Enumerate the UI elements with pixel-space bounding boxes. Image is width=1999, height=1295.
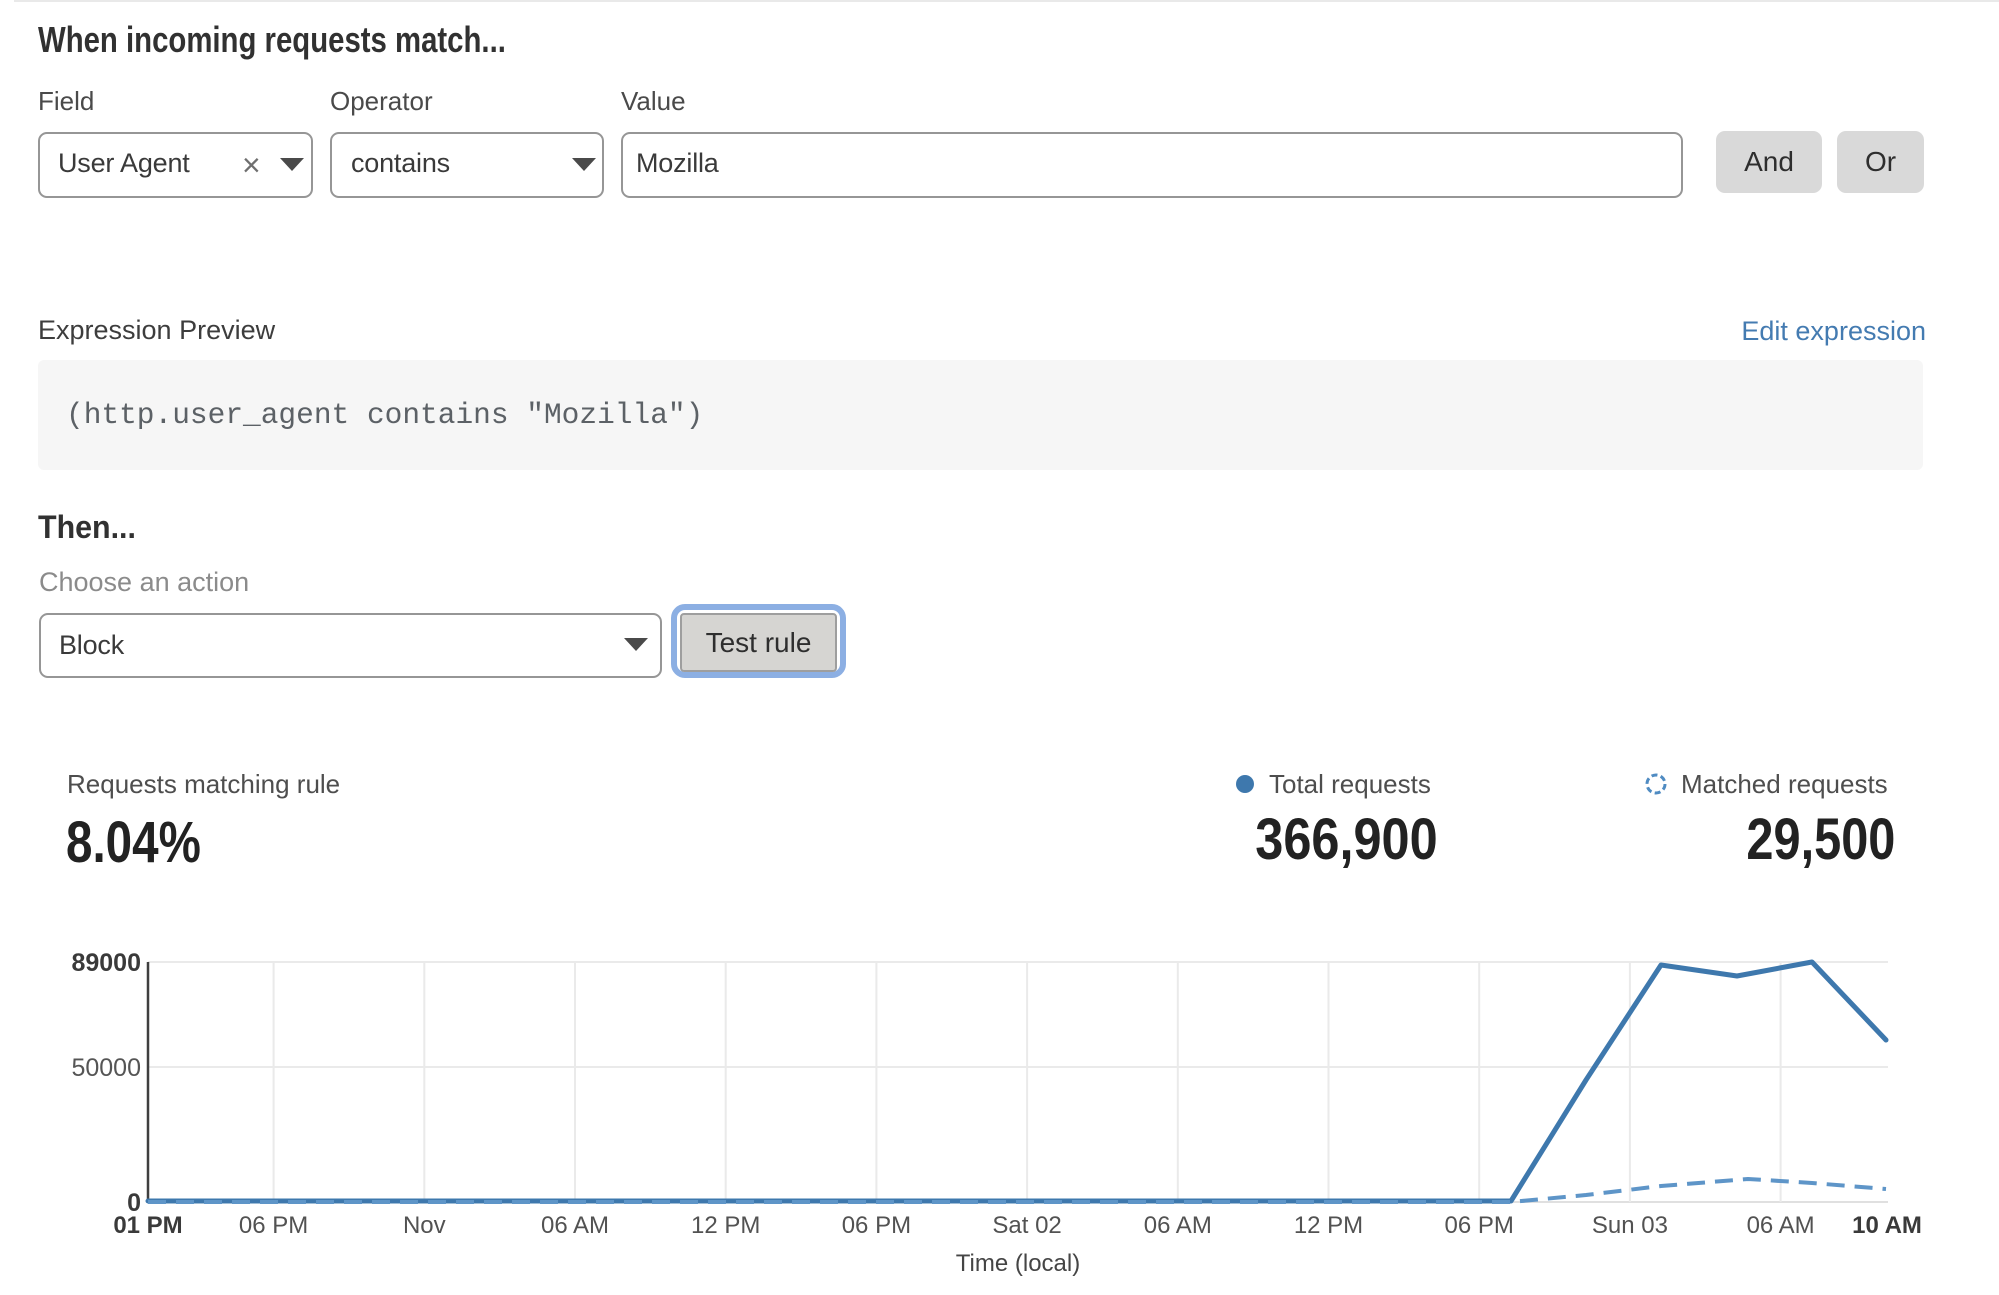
svg-text:50000: 50000 (71, 1054, 141, 1082)
svg-text:Sun 03: Sun 03 (1592, 1212, 1668, 1239)
svg-text:06 AM: 06 AM (541, 1212, 609, 1239)
svg-text:12 PM: 12 PM (691, 1212, 760, 1239)
svg-text:01 PM: 01 PM (113, 1212, 182, 1239)
svg-text:Nov: Nov (403, 1212, 446, 1239)
svg-text:06 PM: 06 PM (842, 1212, 911, 1239)
svg-text:Time (local): Time (local) (956, 1250, 1080, 1277)
svg-text:06 PM: 06 PM (239, 1212, 308, 1239)
svg-text:89000: 89000 (71, 949, 141, 977)
svg-text:0: 0 (127, 1189, 141, 1217)
svg-text:06 PM: 06 PM (1445, 1212, 1514, 1239)
svg-text:12 PM: 12 PM (1294, 1212, 1363, 1239)
svg-text:Sat 02: Sat 02 (992, 1212, 1061, 1239)
svg-text:10 AM: 10 AM (1852, 1212, 1922, 1239)
svg-text:06 AM: 06 AM (1144, 1212, 1212, 1239)
svg-text:06 AM: 06 AM (1747, 1212, 1815, 1239)
